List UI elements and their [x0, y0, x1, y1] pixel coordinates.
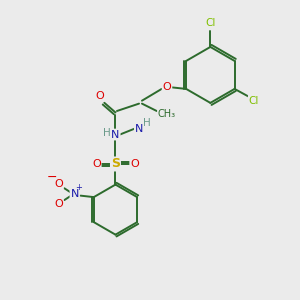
Text: O: O — [95, 91, 104, 101]
Text: S: S — [111, 158, 120, 170]
Text: O: O — [54, 200, 63, 209]
Text: Cl: Cl — [249, 96, 259, 106]
Text: N: N — [70, 189, 79, 199]
Text: N: N — [111, 130, 120, 140]
Text: H: H — [103, 128, 110, 138]
Text: −: − — [46, 171, 57, 184]
Text: H: H — [143, 118, 151, 128]
Text: O: O — [54, 179, 63, 189]
Text: +: + — [76, 183, 82, 192]
Text: O: O — [130, 159, 139, 169]
Text: O: O — [92, 159, 101, 169]
Text: O: O — [163, 82, 171, 92]
Text: N: N — [135, 124, 143, 134]
Text: CH₃: CH₃ — [158, 109, 176, 119]
Text: Cl: Cl — [205, 18, 215, 28]
